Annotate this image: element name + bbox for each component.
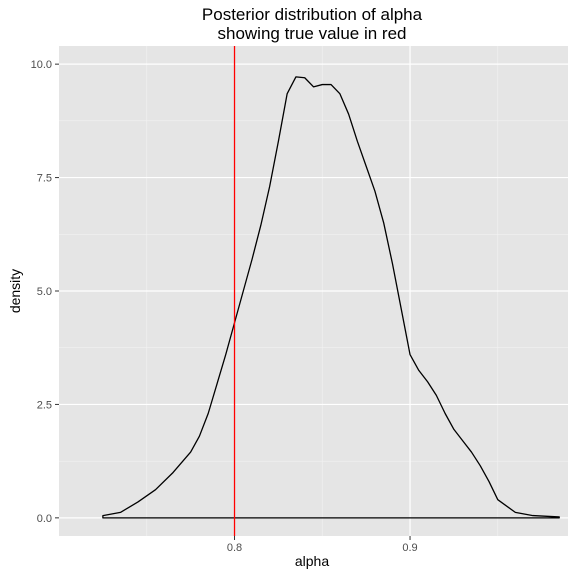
y-tick-label: 7.5 [37,173,52,185]
y-axis-label: density [7,269,23,313]
chart-title-line-2: showing true value in red [217,24,406,43]
y-tick-label: 0.0 [37,513,52,525]
x-tick-label: 0.9 [402,542,417,554]
series-layer [102,76,560,519]
chart-title-line-1: Posterior distribution of alpha [202,5,423,24]
axis-ticks: 0.0 2.5 5.0 7.5 10.0 0.8 0.9 [31,59,418,554]
y-tick-label: 5.0 [37,286,52,298]
y-tick-label: 2.5 [37,399,52,411]
x-axis-label: alpha [295,553,329,569]
y-tick-label: 10.0 [31,59,52,71]
density-curve [102,76,560,519]
x-tick-label: 0.8 [227,542,242,554]
